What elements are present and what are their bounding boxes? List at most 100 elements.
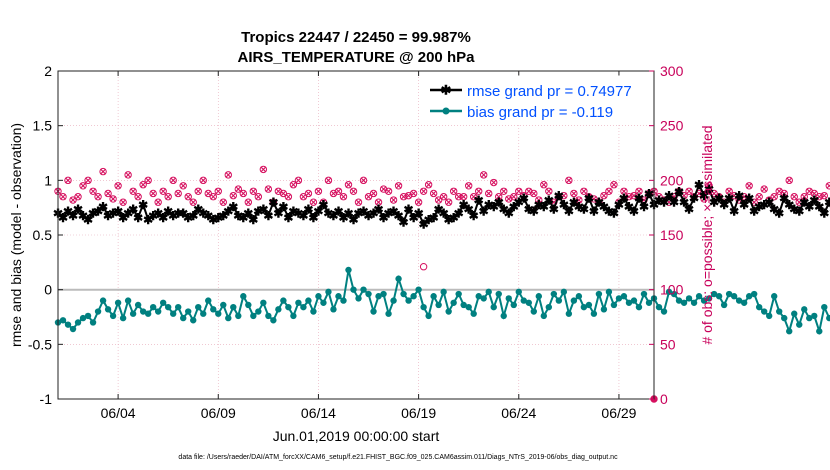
obs-assimilated-stroke <box>125 171 132 178</box>
obs-assimilated-point <box>170 177 177 184</box>
bias-point <box>270 317 277 324</box>
obs-assimilated-stroke <box>806 188 813 195</box>
bias-point <box>215 310 222 317</box>
obs-possible-point <box>119 198 127 206</box>
obs-assimilated-stroke <box>170 177 177 184</box>
obs-assimilated-stroke <box>265 186 272 193</box>
bias-point <box>816 328 823 335</box>
rmse-point: ✱ <box>233 209 243 223</box>
obs-assimilated-point <box>110 195 117 202</box>
obs-assimilated-stroke <box>295 177 302 184</box>
rmse-point: ✱ <box>193 202 203 216</box>
rmse-point: ✱ <box>288 204 298 218</box>
obs-possible-point <box>424 181 433 189</box>
obs-possible-point <box>324 176 333 185</box>
rmse-point: ✱ <box>419 218 429 232</box>
bias-point <box>64 321 72 328</box>
rmse-point: ✱ <box>809 194 819 208</box>
obs-assimilated-point <box>295 177 302 184</box>
obs-possible-point <box>730 191 738 200</box>
bias-point <box>420 303 427 311</box>
bias-point <box>200 310 207 317</box>
obs-assimilated-point <box>620 188 627 195</box>
rmse-point: ✱ <box>454 207 464 221</box>
obs-assimilated-stroke <box>60 193 66 200</box>
rmse-point: ✱ <box>258 202 268 216</box>
obs-assimilated-stroke <box>315 188 322 195</box>
chart-title-line1: Tropics 22447 / 22450 = 99.987% <box>241 29 471 46</box>
bias-point <box>695 293 703 300</box>
obs-assimilated-stroke <box>500 188 507 195</box>
obs-possible-point <box>89 187 97 195</box>
obs-assimilated-stroke <box>460 193 467 200</box>
obs-possible-point <box>800 193 808 201</box>
obs-assimilated-point <box>145 177 152 184</box>
bias-point <box>345 266 352 274</box>
obs-assimilated-stroke <box>565 177 572 184</box>
bias-point <box>325 288 332 296</box>
obs-assimilated-stroke <box>225 171 232 178</box>
obs-assimilated-point <box>175 190 182 197</box>
obs-assimilated-point <box>395 182 402 189</box>
obs-assimilated-stroke <box>741 193 748 200</box>
bias-point <box>685 295 693 302</box>
obs-possible-point <box>414 198 423 206</box>
obs-assimilated-point <box>235 186 242 193</box>
obs-assimilated-point <box>440 193 447 200</box>
obs-assimilated-point <box>385 188 392 195</box>
bias-point <box>610 301 618 309</box>
rmse-point: ✱ <box>634 191 644 205</box>
bias-point <box>119 314 127 322</box>
obs-assimilated-point <box>210 193 217 200</box>
obs-possible-point <box>284 193 293 201</box>
obs-assimilated-stroke <box>580 188 587 195</box>
rmse-point: ✱ <box>123 207 133 221</box>
bias-point <box>295 299 302 306</box>
obs-assimilated-stroke <box>200 177 207 184</box>
obs-assimilated-stroke <box>465 182 472 189</box>
bias-point <box>455 290 462 298</box>
bias-point <box>530 308 537 315</box>
obs-assimilated-stroke <box>570 190 577 197</box>
obs-assimilated-point <box>415 199 422 206</box>
bias-point <box>360 286 367 293</box>
rmse-point: ✱ <box>709 196 719 210</box>
bias-point <box>781 314 788 322</box>
obs-assimilated-point <box>275 188 282 195</box>
bias-point <box>545 303 553 311</box>
obs-assimilated-stroke <box>630 192 637 199</box>
bias-point <box>640 290 648 298</box>
rmse-point: ✱ <box>358 204 368 218</box>
rmse-point: ✱ <box>363 209 373 223</box>
obs-assimilated-stroke <box>575 197 582 204</box>
rmse-point: ✱ <box>644 187 654 201</box>
bias-point <box>159 299 167 306</box>
bias-point <box>124 297 132 304</box>
rmse-point: ✱ <box>98 200 108 214</box>
bias-point <box>139 308 147 315</box>
bias-point <box>796 321 803 328</box>
obs-assimilated-point <box>205 190 212 197</box>
obs-assimilated-stroke <box>666 199 673 206</box>
obs-assimilated-point <box>445 199 452 206</box>
obs-assimilated-stroke <box>235 186 242 193</box>
obs-possible-point <box>144 176 152 185</box>
data-file-footer: data file: /Users/raeder/DAI/ATM_forcXX/… <box>178 454 618 461</box>
x-tick-label: 06/04 <box>101 405 136 421</box>
obs-possible-point <box>449 187 458 195</box>
obs-assimilated-point <box>826 182 830 189</box>
rmse-point: ✱ <box>729 204 739 218</box>
rmse-point: ✱ <box>564 204 574 218</box>
obs-possible-point <box>104 189 112 198</box>
obs-assimilated-stroke <box>826 184 830 189</box>
rmse-point: ✱ <box>343 207 353 221</box>
obs-assimilated-stroke <box>450 188 457 195</box>
bias-point <box>806 314 813 322</box>
obs-assimilated-stroke <box>620 188 627 195</box>
obs-assimilated-stroke <box>185 193 192 200</box>
obs-possible-point <box>725 187 733 195</box>
obs-assimilated-point <box>600 192 607 199</box>
obs-assimilated-point <box>130 188 137 195</box>
bias-point <box>730 293 738 300</box>
y-tick-label-right: 300 <box>660 63 684 79</box>
